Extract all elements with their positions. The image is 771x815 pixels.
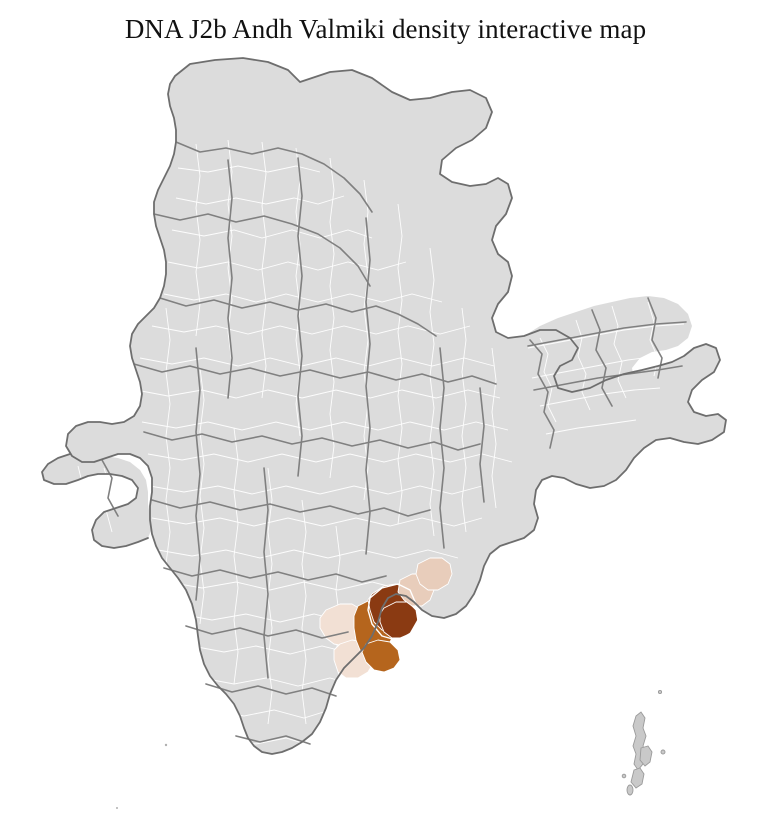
- lakshadweep-islets: [116, 743, 168, 809]
- islet-lakshadweep-b: [116, 807, 118, 809]
- island-small-west: [621, 773, 627, 779]
- andaman-nicobar-islands[interactable]: [621, 689, 666, 815]
- island-north: [657, 689, 663, 695]
- highlighted-districts[interactable]: [319, 557, 453, 679]
- india-choropleth-map[interactable]: [0, 48, 771, 815]
- island-south-andaman: [630, 767, 645, 789]
- district-krishna[interactable]: [361, 639, 401, 673]
- island-little-andaman: [626, 784, 634, 796]
- gujarat-kutch-base: [42, 454, 152, 548]
- district-srikakulam[interactable]: [415, 557, 453, 591]
- page-title: DNA J2b Andh Valmiki density interactive…: [124, 14, 647, 44]
- island-middle-andaman: [639, 745, 653, 767]
- india-landmass: [41, 57, 727, 769]
- island-small-east: [660, 749, 666, 755]
- india-base-fill: [66, 58, 726, 754]
- country-outline: [41, 57, 727, 755]
- islet-lakshadweep-a: [164, 743, 168, 747]
- highlight-cluster-outline: [367, 583, 419, 641]
- state-boundaries: [101, 141, 687, 745]
- district-boundaries: [77, 139, 685, 769]
